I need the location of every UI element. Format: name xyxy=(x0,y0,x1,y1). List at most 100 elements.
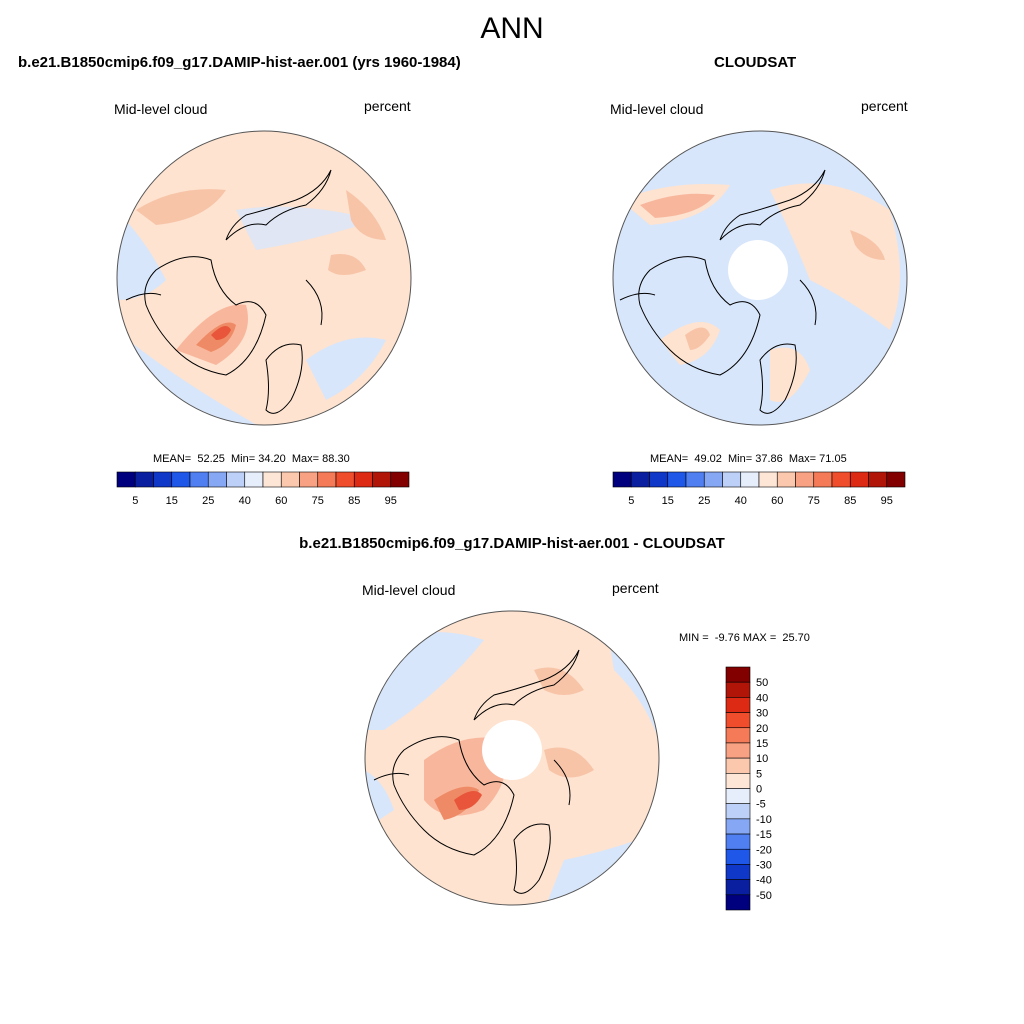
colorbar-diff-swatch xyxy=(725,833,751,850)
colorbar-obs-swatch xyxy=(630,471,650,488)
colorbar-obs-tick-label: 5 xyxy=(628,495,634,507)
map-model-coastlines xyxy=(125,169,332,414)
colorbar-obs-swatch xyxy=(813,471,833,488)
colorbar-obs-swatch xyxy=(831,471,851,488)
panel-obs-stats: MEAN= 49.02 Min= 37.86 Max= 71.05 xyxy=(650,453,847,465)
colorbar-diff-tick-label: -20 xyxy=(756,844,772,856)
colorbar-model-tick-label: 5 xyxy=(132,495,138,507)
colorbar-obs-swatch xyxy=(758,471,778,488)
colorbar-diff-swatch xyxy=(725,773,751,789)
colorbar-diff-swatch xyxy=(725,742,751,759)
colorbar-model-swatch xyxy=(280,471,300,488)
colorbar-obs-swatch xyxy=(703,471,723,488)
colorbar-diff-tick-label: -5 xyxy=(756,799,766,811)
colorbar-model-swatch xyxy=(171,471,191,488)
colorbar-obs-swatch xyxy=(868,471,888,488)
map-obs-coastlines xyxy=(619,169,826,414)
map-obs-field xyxy=(613,131,907,425)
colorbar-model-tick-label: 60 xyxy=(275,495,287,507)
colorbar-diff-swatch xyxy=(725,788,751,804)
colorbar-model-swatch xyxy=(244,471,264,488)
colorbar-obs-tick-label: 60 xyxy=(771,495,783,507)
colorbar-diff-tick-label: 30 xyxy=(756,708,768,720)
map-model xyxy=(116,130,412,426)
colorbar-model: 5 15 25 40 60 75 85 95 xyxy=(116,471,410,507)
colorbar-model-swatch xyxy=(207,471,227,488)
colorbar-obs-tick-label: 15 xyxy=(662,495,674,507)
colorbar-obs-swatch xyxy=(685,471,705,488)
colorbar-model-tick-label: 25 xyxy=(202,495,214,507)
colorbar-obs-swatch xyxy=(795,471,815,488)
colorbar-obs-tick-label: 85 xyxy=(844,495,856,507)
colorbar-model-swatch xyxy=(353,471,373,488)
colorbar-model-tick-label: 95 xyxy=(385,495,397,507)
colorbar-diff-tick-label: 50 xyxy=(756,677,768,689)
map-obs-border xyxy=(612,130,908,426)
panel-obs-variable-label: Mid-level cloud xyxy=(610,101,704,117)
colorbar-diff-tick-label: 40 xyxy=(756,692,768,704)
colorbar-diff-swatch xyxy=(725,712,751,729)
colorbar-diff-swatch xyxy=(725,681,751,698)
colorbar-model-tick-label: 75 xyxy=(312,495,324,507)
colorbar-diff-swatch xyxy=(725,848,751,865)
colorbar-model-swatch xyxy=(189,471,209,488)
colorbar-diff-swatch xyxy=(725,697,751,713)
colorbar-model-swatch xyxy=(335,471,355,488)
colorbar-model-swatch xyxy=(299,471,319,488)
panel-diff-units-label: percent xyxy=(612,580,659,596)
colorbar-diff-swatch xyxy=(725,666,751,683)
map-obs xyxy=(612,130,908,426)
colorbar-diff-tick-label: -10 xyxy=(756,814,772,826)
colorbar-diff-tick-label: 20 xyxy=(756,723,768,735)
colorbar-obs-tick-label: 40 xyxy=(735,495,747,507)
colorbar-model-swatch xyxy=(317,471,337,488)
colorbar-obs-tick-label: 25 xyxy=(698,495,710,507)
colorbar-obs-tick-label: 95 xyxy=(881,495,893,507)
panel-model-variable-label: Mid-level cloud xyxy=(114,101,208,117)
colorbar-diff-tick-label: 10 xyxy=(756,753,768,765)
colorbar-diff-swatch xyxy=(725,803,751,820)
colorbar-model-swatch xyxy=(226,471,246,488)
colorbar-obs-swatch xyxy=(649,471,669,488)
panel-model-units-label: percent xyxy=(364,98,411,114)
colorbar-model-tick-label: 40 xyxy=(239,495,251,507)
colorbar-diff-tick-label: 15 xyxy=(756,738,768,750)
panel-model-stats: MEAN= 52.25 Min= 34.20 Max= 88.30 xyxy=(153,453,350,465)
colorbar-model-swatch xyxy=(153,471,173,488)
colorbar-obs-swatch xyxy=(612,471,632,488)
panel-obs-title: CLOUDSAT xyxy=(714,54,797,71)
colorbar-obs-swatch xyxy=(722,471,742,488)
colorbar-model-swatch xyxy=(372,471,392,488)
colorbar-model-tick-label: 85 xyxy=(348,495,360,507)
colorbar-obs-swatch xyxy=(849,471,869,488)
colorbar-obs-tick-label: 75 xyxy=(808,495,820,507)
colorbar-obs: 5 15 25 40 60 75 85 95 xyxy=(612,471,906,507)
colorbar-diff-swatch xyxy=(725,879,751,896)
map-model-border xyxy=(116,130,412,426)
colorbar-model-swatch xyxy=(134,471,154,488)
map-diff-coastlines xyxy=(373,649,580,894)
colorbar-model-swatch xyxy=(116,471,136,488)
colorbar-obs-swatch xyxy=(886,471,906,488)
colorbar-diff-tick-label: -50 xyxy=(756,890,772,902)
colorbar-diff-tick-label: -40 xyxy=(756,875,772,887)
colorbar-obs-swatch xyxy=(740,471,760,488)
colorbar-model-tick-label: 15 xyxy=(166,495,178,507)
colorbar-diff-tick-label: -30 xyxy=(756,859,772,871)
colorbar-diff-tick-label: 0 xyxy=(756,784,762,796)
panel-model-title: b.e21.B1850cmip6.f09_g17.DAMIP-hist-aer.… xyxy=(18,54,461,71)
colorbar-obs-swatch xyxy=(667,471,687,488)
colorbar-diff-swatch xyxy=(725,757,751,774)
colorbar-diff-swatch xyxy=(725,727,751,744)
colorbar-obs-swatch xyxy=(776,471,796,488)
panel-diff-variable-label: Mid-level cloud xyxy=(362,582,456,598)
panel-diff-title: b.e21.B1850cmip6.f09_g17.DAMIP-hist-aer.… xyxy=(299,535,725,552)
figure-title: ANN xyxy=(480,12,544,45)
colorbar-diff-swatch xyxy=(725,894,751,911)
map-diff-border xyxy=(364,610,660,906)
colorbar-model-swatch xyxy=(390,471,410,488)
colorbar-model-swatch xyxy=(262,471,282,488)
panel-obs-units-label: percent xyxy=(861,98,908,114)
map-model-field xyxy=(117,131,411,425)
